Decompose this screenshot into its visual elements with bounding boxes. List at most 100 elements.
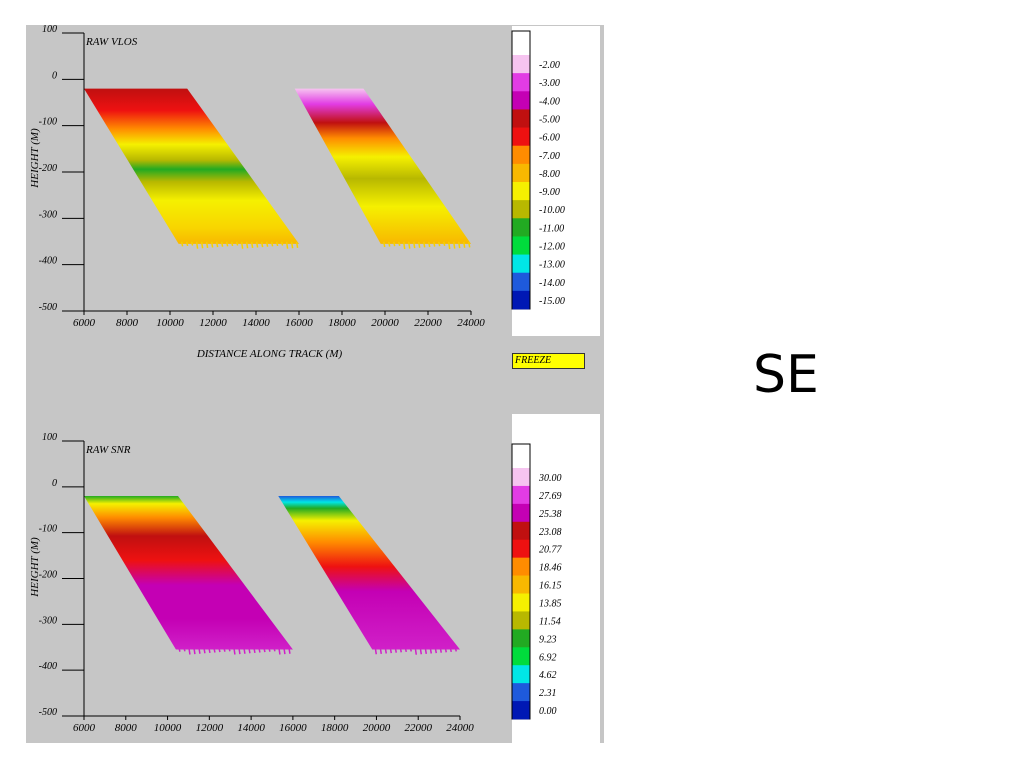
colorbar-swatch bbox=[512, 593, 530, 612]
swath-texture bbox=[404, 647, 407, 653]
swath-texture bbox=[409, 647, 412, 652]
swath-texture bbox=[223, 647, 226, 652]
y-tick-label: -300 bbox=[39, 615, 57, 626]
colorbar-swatch bbox=[512, 109, 530, 128]
y-tick-label: -400 bbox=[39, 256, 57, 267]
swath-texture bbox=[442, 241, 446, 246]
swath-texture bbox=[218, 647, 221, 653]
swath-texture bbox=[270, 241, 274, 247]
y-tick-label: -400 bbox=[39, 661, 57, 672]
swath-texture bbox=[374, 647, 378, 655]
x-tick-label: 6000 bbox=[73, 317, 96, 329]
swath-texture bbox=[278, 647, 281, 655]
swath-texture bbox=[419, 647, 423, 655]
swath-texture bbox=[243, 647, 246, 654]
swath-texture bbox=[392, 241, 396, 247]
colorbar-swatch bbox=[512, 575, 530, 594]
x-tick-label: 14000 bbox=[242, 317, 270, 329]
x-tick-label: 16000 bbox=[285, 317, 313, 329]
x-tick-label: 6000 bbox=[73, 722, 96, 734]
colorbar-label: -15.00 bbox=[539, 296, 565, 307]
swath-texture bbox=[268, 647, 271, 652]
swath-texture bbox=[250, 241, 254, 249]
swath-texture bbox=[215, 241, 219, 248]
swath-texture bbox=[235, 241, 239, 246]
colorbar-label: -10.00 bbox=[539, 205, 565, 216]
swath-texture bbox=[399, 647, 403, 653]
swath-texture bbox=[417, 241, 421, 248]
colorbar-swatch bbox=[512, 683, 530, 702]
colorbar-label: 4.62 bbox=[539, 670, 557, 681]
swath-texture bbox=[198, 647, 201, 654]
colorbar-label: -9.00 bbox=[539, 187, 560, 198]
swath-texture bbox=[402, 241, 406, 250]
swath-texture bbox=[432, 241, 436, 247]
swath-texture bbox=[422, 241, 426, 248]
freeze-button[interactable]: FREEZE bbox=[512, 353, 585, 369]
y-tick-label: -500 bbox=[39, 302, 57, 313]
swath-texture bbox=[467, 241, 471, 248]
colorbar-label: 0.00 bbox=[539, 706, 557, 717]
swath-texture bbox=[412, 241, 416, 249]
colorbar-swatch bbox=[512, 521, 530, 541]
swath-texture bbox=[220, 241, 224, 247]
colorbar-label: -4.00 bbox=[539, 96, 560, 107]
swath-texture bbox=[253, 647, 256, 654]
colorbar-swatch bbox=[512, 647, 530, 666]
colorbar-label: 18.46 bbox=[539, 563, 562, 574]
colorbar-swatch bbox=[512, 127, 530, 147]
swath-texture bbox=[387, 241, 391, 247]
colorbar-label: 13.85 bbox=[539, 598, 562, 609]
swath-texture bbox=[180, 241, 184, 247]
colorbar-label: -8.00 bbox=[539, 169, 560, 180]
swath-texture bbox=[265, 241, 269, 247]
swath-texture bbox=[185, 241, 189, 247]
x-tick-label: 20000 bbox=[363, 722, 391, 734]
swath-texture bbox=[389, 647, 393, 654]
x-tick-label: 16000 bbox=[279, 722, 307, 734]
swath-texture bbox=[240, 241, 244, 249]
swath-texture bbox=[245, 241, 249, 249]
y-tick-label: -200 bbox=[39, 163, 57, 174]
swath-texture bbox=[452, 241, 456, 249]
swath-texture bbox=[449, 647, 452, 653]
colorbar-label: -3.00 bbox=[539, 78, 560, 89]
swath-texture bbox=[295, 241, 299, 249]
swath-texture bbox=[285, 241, 289, 249]
colorbar-label: 23.08 bbox=[539, 527, 562, 538]
x-tick-label: 22000 bbox=[404, 722, 432, 734]
swath-texture bbox=[427, 241, 431, 248]
swath-texture bbox=[178, 647, 181, 652]
swath-texture bbox=[407, 241, 411, 249]
x-tick-label: 8000 bbox=[116, 317, 139, 329]
colorbar-swatch bbox=[512, 665, 530, 684]
swath-texture bbox=[205, 241, 209, 249]
colorbar-swatch bbox=[512, 236, 530, 255]
y-tick-label: -100 bbox=[39, 117, 57, 128]
x-tick-label: 10000 bbox=[156, 317, 184, 329]
swath-texture bbox=[255, 241, 259, 248]
colorbar-label: 25.38 bbox=[539, 509, 562, 520]
y-tick-label: -200 bbox=[39, 570, 57, 581]
data-swath-2 bbox=[294, 88, 471, 244]
swath-texture bbox=[447, 241, 451, 250]
y-axis-label: HEIGHT (M) bbox=[29, 128, 41, 189]
data-swath-1 bbox=[84, 496, 293, 650]
colorbar-swatch bbox=[512, 73, 530, 92]
swath-texture bbox=[414, 647, 418, 655]
colorbar-label: -13.00 bbox=[539, 260, 565, 271]
swath-texture bbox=[394, 647, 398, 653]
swath-texture bbox=[258, 647, 261, 653]
colorbar-label: 2.31 bbox=[539, 688, 557, 699]
x-tick-label: 14000 bbox=[237, 722, 265, 734]
swath-texture bbox=[273, 647, 276, 652]
swath-texture bbox=[208, 647, 211, 654]
swath-texture bbox=[379, 647, 383, 655]
colorbar-swatch bbox=[512, 611, 530, 630]
y-tick-label: 0 bbox=[52, 478, 57, 489]
swath-texture bbox=[424, 647, 428, 655]
y-tick-label: 0 bbox=[52, 70, 57, 81]
colorbar-swatch bbox=[512, 218, 530, 237]
swath-texture bbox=[444, 647, 448, 653]
